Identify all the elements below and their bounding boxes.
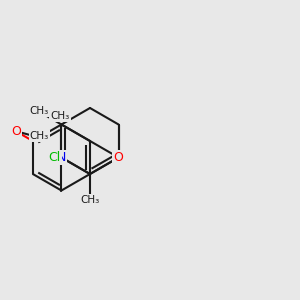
Text: N: N — [57, 151, 66, 164]
Text: O: O — [114, 151, 124, 164]
Text: CH₃: CH₃ — [29, 106, 48, 116]
Text: Cl: Cl — [49, 151, 61, 164]
Text: CH₃: CH₃ — [80, 195, 100, 206]
Text: O: O — [11, 124, 21, 138]
Text: CH₃: CH₃ — [50, 111, 70, 121]
Text: CH₃: CH₃ — [30, 131, 49, 141]
